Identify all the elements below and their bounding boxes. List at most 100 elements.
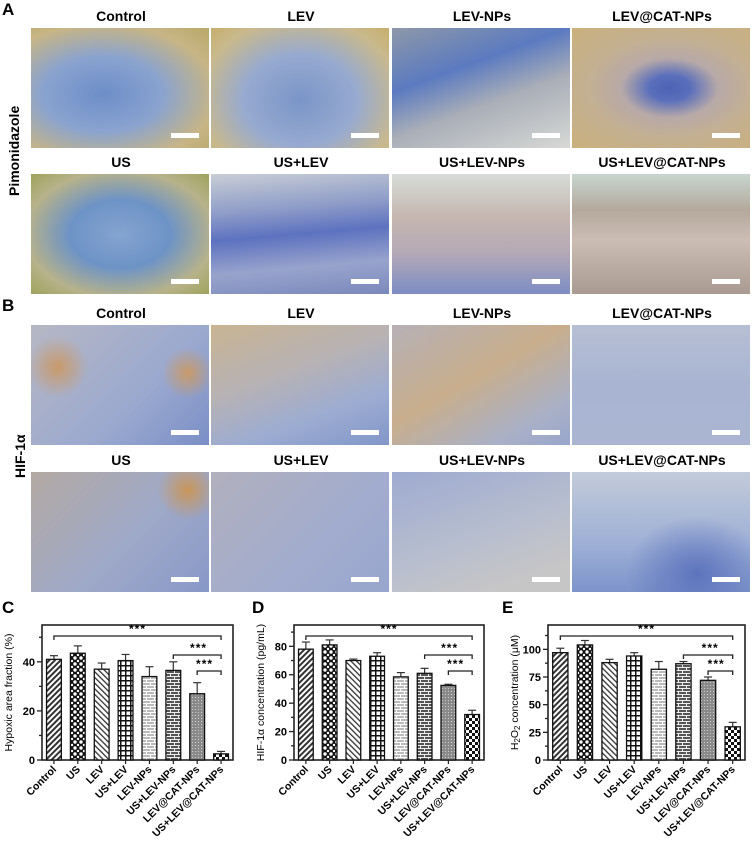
scale-bar — [351, 430, 379, 435]
svg-text:Hypoxic area fraction (%): Hypoxic area fraction (%) — [3, 634, 15, 752]
bar-lev-cat-nps — [699, 679, 717, 761]
title-a-lev-cat-nps: LEV@CAT-NPs — [612, 8, 712, 24]
panel-letter-d: D — [252, 598, 265, 617]
svg-text:25: 25 — [529, 727, 541, 739]
micrograph-b-lev — [211, 325, 389, 445]
scale-bar — [532, 577, 560, 582]
micrograph-b-us-lev-cat-nps — [572, 472, 750, 592]
title-a-lev: LEV — [287, 8, 315, 24]
svg-text:***: *** — [638, 622, 655, 636]
svg-text:60: 60 — [275, 670, 287, 682]
svg-text:100: 100 — [523, 644, 541, 656]
bar-lev — [93, 668, 110, 761]
bar-lev — [345, 659, 362, 761]
bar-us-lev — [369, 655, 386, 761]
svg-text:***: *** — [380, 622, 397, 636]
micrograph-b-control — [31, 325, 209, 445]
svg-text:75: 75 — [529, 672, 541, 684]
title-b-lev-nps: LEV-NPs — [452, 305, 512, 321]
svg-text:HIF-1α concentration (pg/mL): HIF-1α concentration (pg/mL) — [255, 624, 267, 761]
svg-text:H2O2 concentration (μM): H2O2 concentration (μM) — [509, 635, 522, 750]
scale-bar — [532, 279, 560, 284]
bar-us-lev — [625, 655, 643, 761]
scale-bar — [712, 430, 740, 435]
bar-lev-cat-nps — [189, 693, 206, 761]
scale-bar — [712, 577, 740, 582]
bar-control — [45, 658, 62, 761]
micrograph-a-control — [31, 28, 209, 148]
title-a-us-lev: US+LEV — [273, 154, 329, 170]
scale-bar — [351, 133, 379, 138]
bar-us-lev-nps — [416, 672, 433, 761]
title-b-us-lev-nps: US+LEV-NPs — [439, 452, 525, 468]
svg-text:US: US — [64, 764, 83, 783]
micrograph-b-us — [31, 472, 209, 592]
svg-text:***: *** — [702, 641, 719, 655]
panel-letter-e: E — [502, 598, 514, 617]
svg-text:***: *** — [196, 657, 213, 671]
scale-bar — [712, 133, 740, 138]
micrograph-b-us-lev — [211, 472, 389, 592]
bar-us — [576, 644, 594, 761]
micrograph-a-lev-nps — [392, 28, 570, 148]
scale-bar — [351, 577, 379, 582]
bar-control — [552, 652, 569, 761]
svg-text:***: *** — [129, 622, 146, 636]
svg-text:***: *** — [190, 641, 207, 655]
bar-lev — [601, 661, 618, 761]
title-b-lev-cat-nps: LEV@CAT-NPs — [612, 305, 712, 321]
title-b-us: US — [111, 452, 131, 468]
title-b-us-lev: US+LEV — [273, 452, 329, 468]
micrograph-a-lev — [211, 28, 389, 148]
title-b-control: Control — [96, 305, 146, 321]
scale-bar — [532, 133, 560, 138]
micrograph-b-lev-nps — [392, 325, 570, 445]
scale-bar — [712, 279, 740, 284]
micrograph-a-lev-cat-nps — [572, 28, 750, 148]
bar-us — [69, 652, 86, 761]
title-b-lev: LEV — [287, 305, 315, 321]
micrograph-a-us-lev-cat-nps — [572, 174, 750, 294]
title-a-control: Control — [96, 8, 146, 24]
svg-text:50: 50 — [529, 700, 541, 712]
panel-letter-a: A — [2, 0, 15, 19]
bar-lev-nps — [141, 675, 158, 761]
svg-text:Control: Control — [276, 764, 311, 799]
row-label-pimonidazole: Pimonidazole — [6, 105, 22, 196]
bar-chart-hif1a-concentration: 0 20 40 60 80 HIF-1α concentration (pg/mL) Con… — [255, 622, 485, 840]
micrograph-a-us-lev — [211, 174, 389, 294]
scale-bar — [171, 279, 199, 284]
svg-text:0: 0 — [535, 755, 541, 767]
svg-text:***: *** — [447, 657, 464, 671]
bar-us — [321, 644, 338, 761]
micrograph-b-lev-cat-nps — [572, 325, 750, 445]
title-a-us: US — [111, 154, 131, 170]
scale-bar — [532, 430, 560, 435]
svg-text:40: 40 — [23, 657, 35, 669]
bar-us-lev-cat-nps — [213, 753, 230, 761]
bar-control — [297, 648, 314, 761]
micrograph-a-us — [31, 174, 209, 294]
svg-text:***: *** — [708, 657, 725, 671]
bar-lev-nps — [392, 676, 409, 761]
svg-text:40: 40 — [275, 698, 287, 710]
bar-lev-nps — [650, 668, 668, 761]
svg-text:US: US — [316, 764, 335, 783]
svg-text:80: 80 — [275, 641, 287, 653]
bar-us-lev-cat-nps — [464, 713, 481, 761]
title-a-us-lev-cat-nps: US+LEV@CAT-NPs — [598, 154, 726, 170]
bar-us-lev — [117, 659, 134, 761]
micrograph-a-us-lev-nps — [392, 174, 570, 294]
svg-text:0: 0 — [29, 755, 35, 767]
scale-bar — [171, 577, 199, 582]
title-a-us-lev-nps: US+LEV-NPs — [439, 154, 525, 170]
scale-bar — [171, 430, 199, 435]
svg-text:20: 20 — [275, 727, 287, 739]
svg-text:US: US — [571, 764, 590, 783]
micrograph-b-us-lev-nps — [392, 472, 570, 592]
svg-text:***: *** — [441, 641, 458, 655]
row-label-hif1a: HIF-1α — [12, 434, 28, 478]
bar-lev-cat-nps — [440, 684, 457, 761]
